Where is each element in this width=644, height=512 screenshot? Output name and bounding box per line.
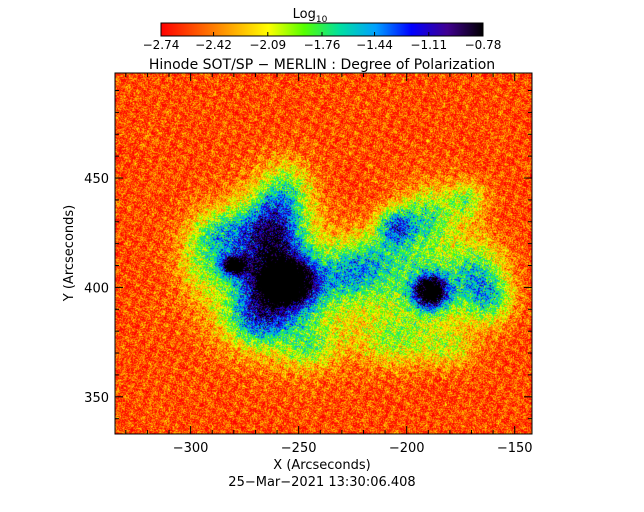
- colorbar-tick-label: −2.42: [195, 38, 232, 52]
- chart-title: Hinode SOT/SP − MERLIN : Degree of Polar…: [149, 57, 495, 73]
- x-axis-ticks: −300 −250 −200 −150: [125, 73, 533, 456]
- y-tick-label: 400: [84, 281, 109, 296]
- y-axis-label: Y (Arcseconds): [62, 205, 77, 302]
- x-axis-label: X (Arcseconds): [273, 458, 370, 473]
- x-tick-label: −300: [173, 441, 209, 456]
- x-tick-label: −150: [497, 441, 533, 456]
- x-tick-label: −200: [389, 441, 425, 456]
- colorbar-tick-label: −2.74: [143, 38, 180, 52]
- colorbar-ticks: −2.74 −2.42 −2.09 −1.76 −1.44 −1.11 −0.78: [143, 32, 502, 52]
- colorbar-tick-label: −1.11: [410, 38, 447, 52]
- y-tick-label: 450: [84, 172, 109, 187]
- colorbar-tick-label: −1.76: [304, 38, 341, 52]
- plot-frame: [114, 72, 533, 435]
- colorbar-tick-label: −1.44: [356, 38, 393, 52]
- x-tick-label: −250: [281, 441, 317, 456]
- colorbar-tick-label: −2.09: [249, 38, 286, 52]
- colorbar-label: Log10: [293, 7, 328, 25]
- heatmap-image: [115, 73, 532, 434]
- y-tick-label: 350: [84, 391, 109, 406]
- colorbar-tick-label: −0.78: [465, 38, 502, 52]
- y-axis-ticks: 350 400 450: [84, 90, 532, 420]
- observation-timestamp: 25−Mar−2021 13:30:06.408: [228, 475, 415, 490]
